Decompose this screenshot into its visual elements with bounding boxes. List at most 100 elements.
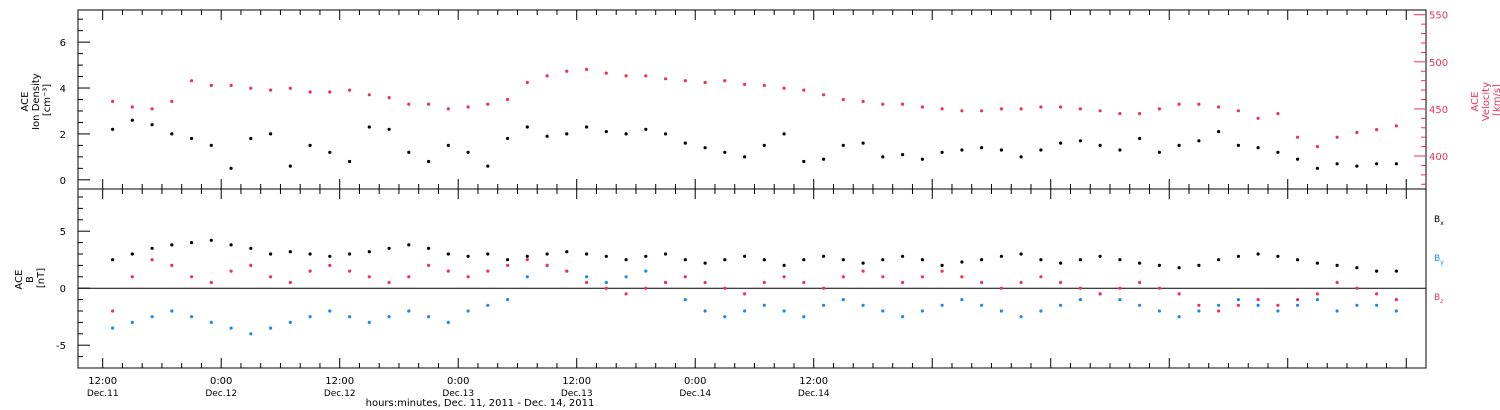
data-point-velocity bbox=[822, 93, 826, 97]
data-point-ion-density bbox=[1059, 141, 1063, 145]
data-point-bz bbox=[486, 269, 490, 273]
velocity-tick-label: 500 bbox=[1429, 58, 1448, 69]
bottom-panel-frame bbox=[77, 188, 1427, 369]
top-panel: 0 2 4 6 400 450 500 550 ACE Ion Density [cm⁻³]… bbox=[20, 9, 1500, 190]
date-tick-label: Dec.13 bbox=[561, 389, 593, 399]
data-point-bz bbox=[861, 269, 865, 273]
data-point-bx bbox=[664, 252, 668, 256]
data-point-bx bbox=[782, 263, 786, 267]
data-point-bz bbox=[407, 275, 411, 279]
data-point-bz bbox=[703, 280, 707, 285]
data-point-by bbox=[683, 298, 687, 302]
time-tick-label: 0:00 bbox=[684, 376, 706, 387]
data-point-velocity bbox=[1335, 135, 1339, 139]
data-point-ion-density bbox=[308, 143, 312, 147]
data-point-ion-density bbox=[861, 141, 865, 145]
data-point-by bbox=[1335, 309, 1339, 313]
data-point-ion-density bbox=[999, 148, 1004, 152]
data-point-by bbox=[1118, 298, 1122, 302]
data-point-bx bbox=[1355, 266, 1359, 270]
data-point-bx bbox=[940, 263, 944, 267]
data-point-velocity bbox=[861, 99, 865, 103]
data-point-ion-density bbox=[585, 125, 589, 129]
data-point-velocity bbox=[920, 105, 925, 109]
data-point-velocity bbox=[249, 86, 253, 90]
data-point-bx bbox=[1197, 263, 1201, 267]
bottom-data-points bbox=[111, 238, 1398, 336]
data-point-by bbox=[1177, 315, 1181, 319]
data-point-bx bbox=[703, 261, 707, 265]
time-tick-label: 12:00 bbox=[88, 376, 117, 387]
data-point-bx bbox=[1138, 261, 1142, 265]
data-point-velocity bbox=[1315, 145, 1319, 149]
velocity-tick-label: 400 bbox=[1429, 152, 1448, 163]
data-point-bx bbox=[999, 254, 1004, 258]
data-point-bz bbox=[1019, 280, 1023, 285]
data-point-velocity bbox=[723, 79, 727, 83]
data-point-velocity bbox=[1375, 128, 1379, 132]
data-point-bz bbox=[723, 286, 727, 290]
data-point-bz bbox=[249, 263, 253, 267]
data-point-by bbox=[604, 280, 608, 285]
date-tick-label: Dec.12 bbox=[324, 389, 356, 399]
data-point-bx bbox=[229, 243, 233, 247]
data-point-by bbox=[348, 315, 352, 319]
data-point-velocity bbox=[446, 107, 450, 111]
data-point-bx bbox=[1256, 252, 1260, 256]
data-point-bz bbox=[999, 286, 1004, 290]
velocity-label-line1: ACE bbox=[1470, 92, 1481, 112]
data-point-by bbox=[1019, 315, 1023, 319]
data-point-bx bbox=[150, 246, 154, 250]
data-point-bz bbox=[170, 263, 174, 267]
data-point-by bbox=[229, 326, 233, 330]
data-point-bx bbox=[506, 258, 510, 262]
data-point-bx bbox=[1157, 263, 1161, 267]
data-point-ion-density bbox=[901, 153, 905, 157]
data-point-ion-density bbox=[1335, 162, 1339, 166]
data-point-bz bbox=[624, 292, 628, 296]
data-point-bx bbox=[881, 258, 885, 262]
data-point-bx bbox=[861, 261, 865, 265]
top-panel-frame bbox=[77, 9, 1427, 190]
data-point-by bbox=[762, 303, 766, 307]
data-point-ion-density bbox=[111, 127, 115, 131]
data-point-velocity bbox=[209, 83, 213, 87]
data-point-bx bbox=[170, 243, 174, 247]
data-point-by bbox=[901, 315, 905, 319]
data-point-ion-density bbox=[466, 150, 470, 154]
data-point-by bbox=[802, 315, 806, 319]
data-point-velocity bbox=[980, 109, 984, 113]
density-label-line3: [cm⁻³] bbox=[42, 84, 53, 116]
data-point-bz bbox=[1157, 286, 1161, 290]
data-point-bz bbox=[1315, 292, 1319, 296]
data-point-velocity bbox=[1256, 116, 1260, 120]
data-point-bz bbox=[1335, 280, 1339, 285]
data-point-velocity bbox=[1118, 112, 1122, 116]
data-point-bz bbox=[1118, 286, 1122, 290]
data-point-by bbox=[1236, 298, 1240, 302]
data-point-bx bbox=[624, 258, 628, 262]
data-point-velocity bbox=[367, 93, 371, 97]
data-point-bz bbox=[190, 275, 194, 279]
data-point-velocity bbox=[881, 102, 885, 106]
b-label-line2: B bbox=[25, 276, 36, 283]
data-point-velocity bbox=[664, 77, 668, 81]
data-point-by bbox=[1276, 309, 1280, 313]
data-point-ion-density bbox=[624, 132, 628, 136]
velocity-label-line3: [km/s] bbox=[1492, 84, 1500, 116]
density-axis-label: ACE Ion Density [cm⁻³] bbox=[20, 70, 53, 130]
data-point-by bbox=[999, 309, 1004, 313]
data-point-velocity bbox=[130, 105, 134, 109]
data-point-bz bbox=[288, 280, 292, 285]
data-point-ion-density bbox=[328, 150, 332, 154]
data-point-velocity bbox=[1138, 112, 1142, 116]
data-point-velocity bbox=[644, 74, 648, 78]
data-point-by bbox=[822, 303, 826, 307]
data-point-by bbox=[1394, 309, 1398, 313]
data-point-by bbox=[209, 320, 213, 324]
data-point-velocity bbox=[229, 83, 233, 87]
b-tick-label: -5 bbox=[56, 341, 66, 352]
data-point-ion-density bbox=[1197, 139, 1201, 143]
data-point-by bbox=[1078, 298, 1082, 302]
